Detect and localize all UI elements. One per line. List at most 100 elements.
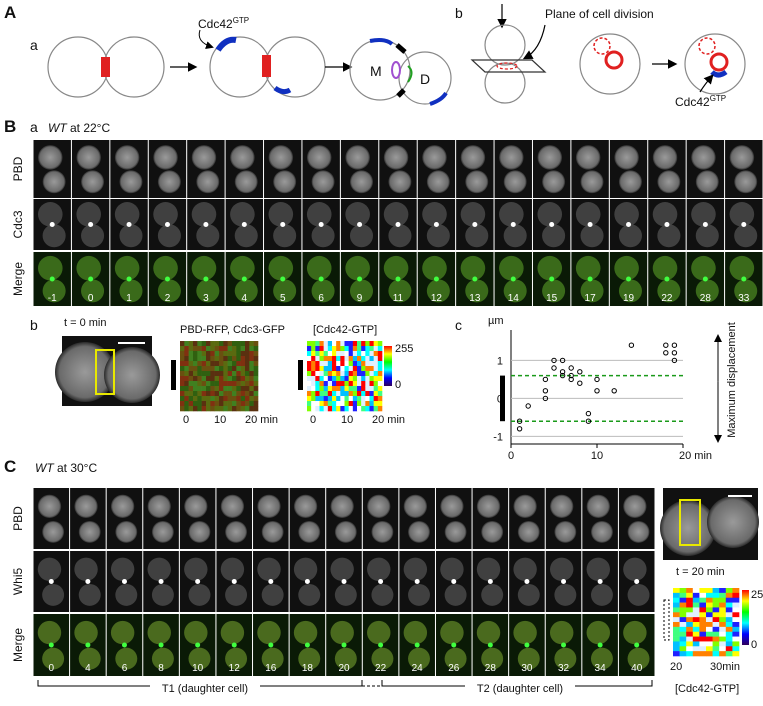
cell: [586, 557, 610, 582]
point: [577, 380, 583, 386]
spot: [341, 642, 347, 648]
kymo-cell: [706, 646, 713, 652]
cell: [517, 583, 540, 606]
kymo-cell: [673, 588, 680, 594]
kymo-cell: [193, 341, 198, 347]
kymo-cell: [336, 406, 341, 412]
point: [559, 369, 566, 375]
kymo-cell: [219, 341, 224, 347]
cell: [627, 583, 650, 606]
cell: [42, 224, 66, 248]
kymo-cell: [319, 366, 324, 372]
time-label: 34: [595, 663, 607, 674]
cell: [549, 494, 574, 519]
kymo-cell: [732, 636, 740, 642]
cell: [657, 224, 681, 248]
kymo-cell: [686, 597, 694, 603]
kymo-cell: [692, 602, 700, 608]
kymo-cell: [357, 361, 362, 367]
kymo-cell: [236, 386, 241, 392]
kymo-cell: [315, 401, 320, 407]
kymo-cell: [249, 381, 254, 387]
kymo-cell: [732, 592, 740, 599]
kymo-cell: [249, 366, 254, 372]
kymo-cell: [352, 376, 358, 382]
kymo-cell: [679, 636, 687, 642]
kymo-cell: [219, 401, 224, 407]
cell: [349, 279, 374, 303]
cell: [268, 202, 294, 227]
kymo-cell: [197, 406, 202, 412]
point: [559, 357, 566, 364]
cell: [503, 170, 527, 194]
kymo-cell: [307, 406, 312, 412]
kymo-cell: [369, 361, 374, 367]
time-label: 28: [700, 293, 712, 304]
point: [568, 372, 574, 379]
time-label: 26: [448, 663, 460, 674]
colorbar: [384, 346, 392, 386]
kymo-cell: [197, 371, 202, 377]
kymo-cell: [180, 371, 185, 377]
cell: [293, 494, 318, 519]
kymo-cell: [361, 391, 366, 397]
kymo-cell: [236, 361, 241, 367]
kymo-tick: 0: [183, 414, 189, 426]
cell: [549, 557, 574, 582]
cell: [306, 145, 332, 170]
cell: [37, 145, 63, 170]
kymo-cell: [227, 381, 233, 387]
kymo-cell: [219, 391, 224, 397]
kymo-cell: [340, 391, 345, 397]
point: [663, 342, 669, 348]
kymo-cell: [725, 636, 733, 642]
spot: [487, 579, 493, 584]
kymo-cell: [245, 361, 250, 367]
cell: [460, 255, 486, 281]
kymo-cell: [214, 361, 220, 367]
kymo-cell: [679, 607, 687, 613]
kymo-cell: [719, 626, 727, 633]
kymo-cell: [206, 376, 211, 382]
kymo-cell: [692, 646, 700, 652]
spot: [395, 276, 401, 282]
cell: [499, 255, 524, 281]
kymo-cell: [197, 396, 202, 402]
cell: [184, 494, 208, 519]
cell: [306, 202, 332, 227]
kymo-cell: [692, 622, 700, 628]
kymo-cell: [692, 631, 700, 637]
cell: [580, 224, 604, 248]
kymo-cell: [197, 351, 202, 357]
kymo-cell: [369, 346, 374, 352]
cell: [729, 202, 755, 227]
cell: [444, 647, 467, 670]
cell: [575, 202, 601, 227]
cell: [627, 647, 650, 670]
kymo-cell: [725, 631, 733, 637]
kymo-cell: [197, 366, 202, 372]
kymo-cell: [377, 351, 383, 357]
kymo-cell: [373, 361, 379, 367]
kymograph: [307, 341, 383, 412]
cell: [261, 520, 284, 543]
point: [551, 365, 557, 371]
cell: [367, 557, 391, 582]
kymo-cell: [184, 366, 189, 372]
cell: [147, 620, 171, 645]
kymo-cell: [361, 396, 366, 402]
kymo-cell: [253, 391, 259, 397]
kymo-cell: [184, 356, 189, 362]
kymo-cell: [227, 396, 233, 402]
kymo-cell: [201, 386, 207, 392]
spot: [318, 276, 324, 282]
kymo-cell: [373, 386, 379, 392]
y-tick-label: 0: [497, 393, 503, 405]
cell: [184, 620, 208, 645]
kymo-cell: [332, 391, 337, 397]
kymo-cell: [323, 391, 329, 397]
kymo-cell: [323, 356, 329, 362]
cell: [42, 520, 65, 543]
spot: [304, 579, 310, 584]
kymo-cell: [214, 401, 220, 407]
